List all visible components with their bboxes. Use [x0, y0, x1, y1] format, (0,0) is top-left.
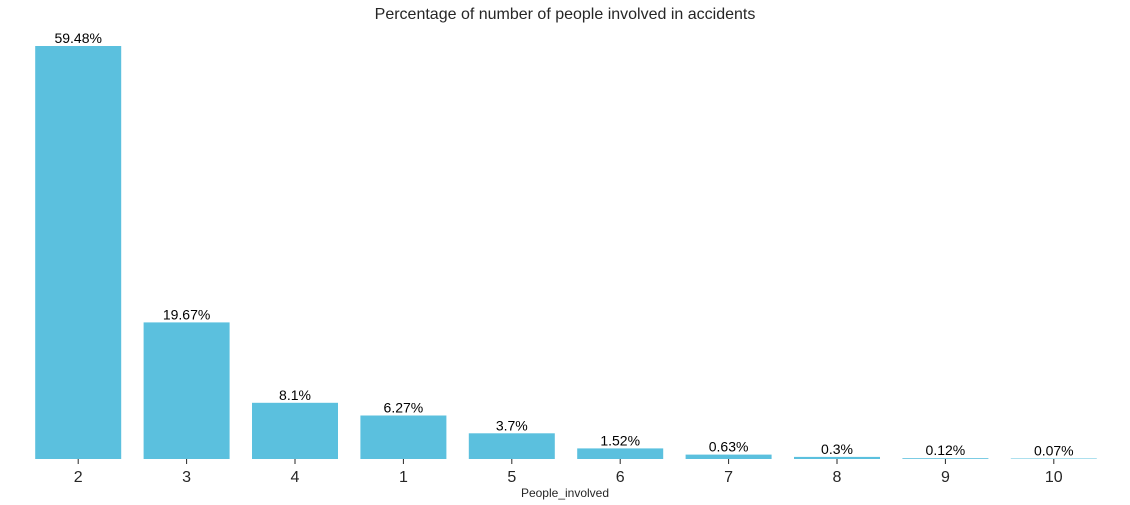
- bar-value-label: 0.3%: [821, 441, 853, 457]
- x-tick-label: 4: [291, 469, 300, 486]
- chart-title: Percentage of number of people involved …: [375, 6, 756, 23]
- bar-2: [35, 46, 122, 459]
- bars-group: [35, 46, 1097, 459]
- bar-value-label: 3.7%: [496, 417, 528, 433]
- x-tick-label: 10: [1045, 469, 1063, 486]
- bar-value-label: 6.27%: [384, 400, 424, 416]
- x-axis-ticks: 2 3 4 1 5 6 7 8 9 10: [74, 459, 1063, 486]
- value-labels-group: 59.48% 19.67% 8.1% 6.27% 3.7% 1.52% 0.63% 0.3% 0…: [54, 30, 1073, 459]
- bar-9: [902, 458, 989, 459]
- bar-value-label: 0.12%: [926, 442, 966, 458]
- bar-8: [794, 456, 880, 459]
- x-tick-label: 6: [616, 469, 625, 486]
- bar-value-label: 1.52%: [600, 432, 640, 448]
- x-axis-label: People_involved: [521, 486, 609, 500]
- bar-1: [360, 415, 447, 459]
- x-tick-label: 7: [724, 469, 733, 486]
- bar-value-label: 0.07%: [1034, 443, 1074, 459]
- x-tick-label: 8: [833, 469, 842, 486]
- bar-3: [143, 322, 230, 459]
- x-tick-label: 9: [941, 469, 950, 486]
- bar-value-label: 19.67%: [163, 306, 210, 322]
- bar-4: [252, 402, 338, 459]
- x-tick-label: 1: [399, 469, 408, 486]
- x-tick-label: 5: [507, 469, 516, 486]
- bar-value-label: 0.63%: [709, 439, 749, 455]
- bar-value-label: 59.48%: [54, 30, 101, 46]
- bar-10: [1010, 458, 1097, 459]
- bar-7: [685, 454, 772, 459]
- bar-5: [468, 433, 555, 459]
- x-tick-label: 3: [182, 469, 191, 486]
- x-tick-label: 2: [74, 469, 83, 486]
- bar-value-label: 8.1%: [279, 387, 311, 403]
- bar-6: [577, 448, 664, 459]
